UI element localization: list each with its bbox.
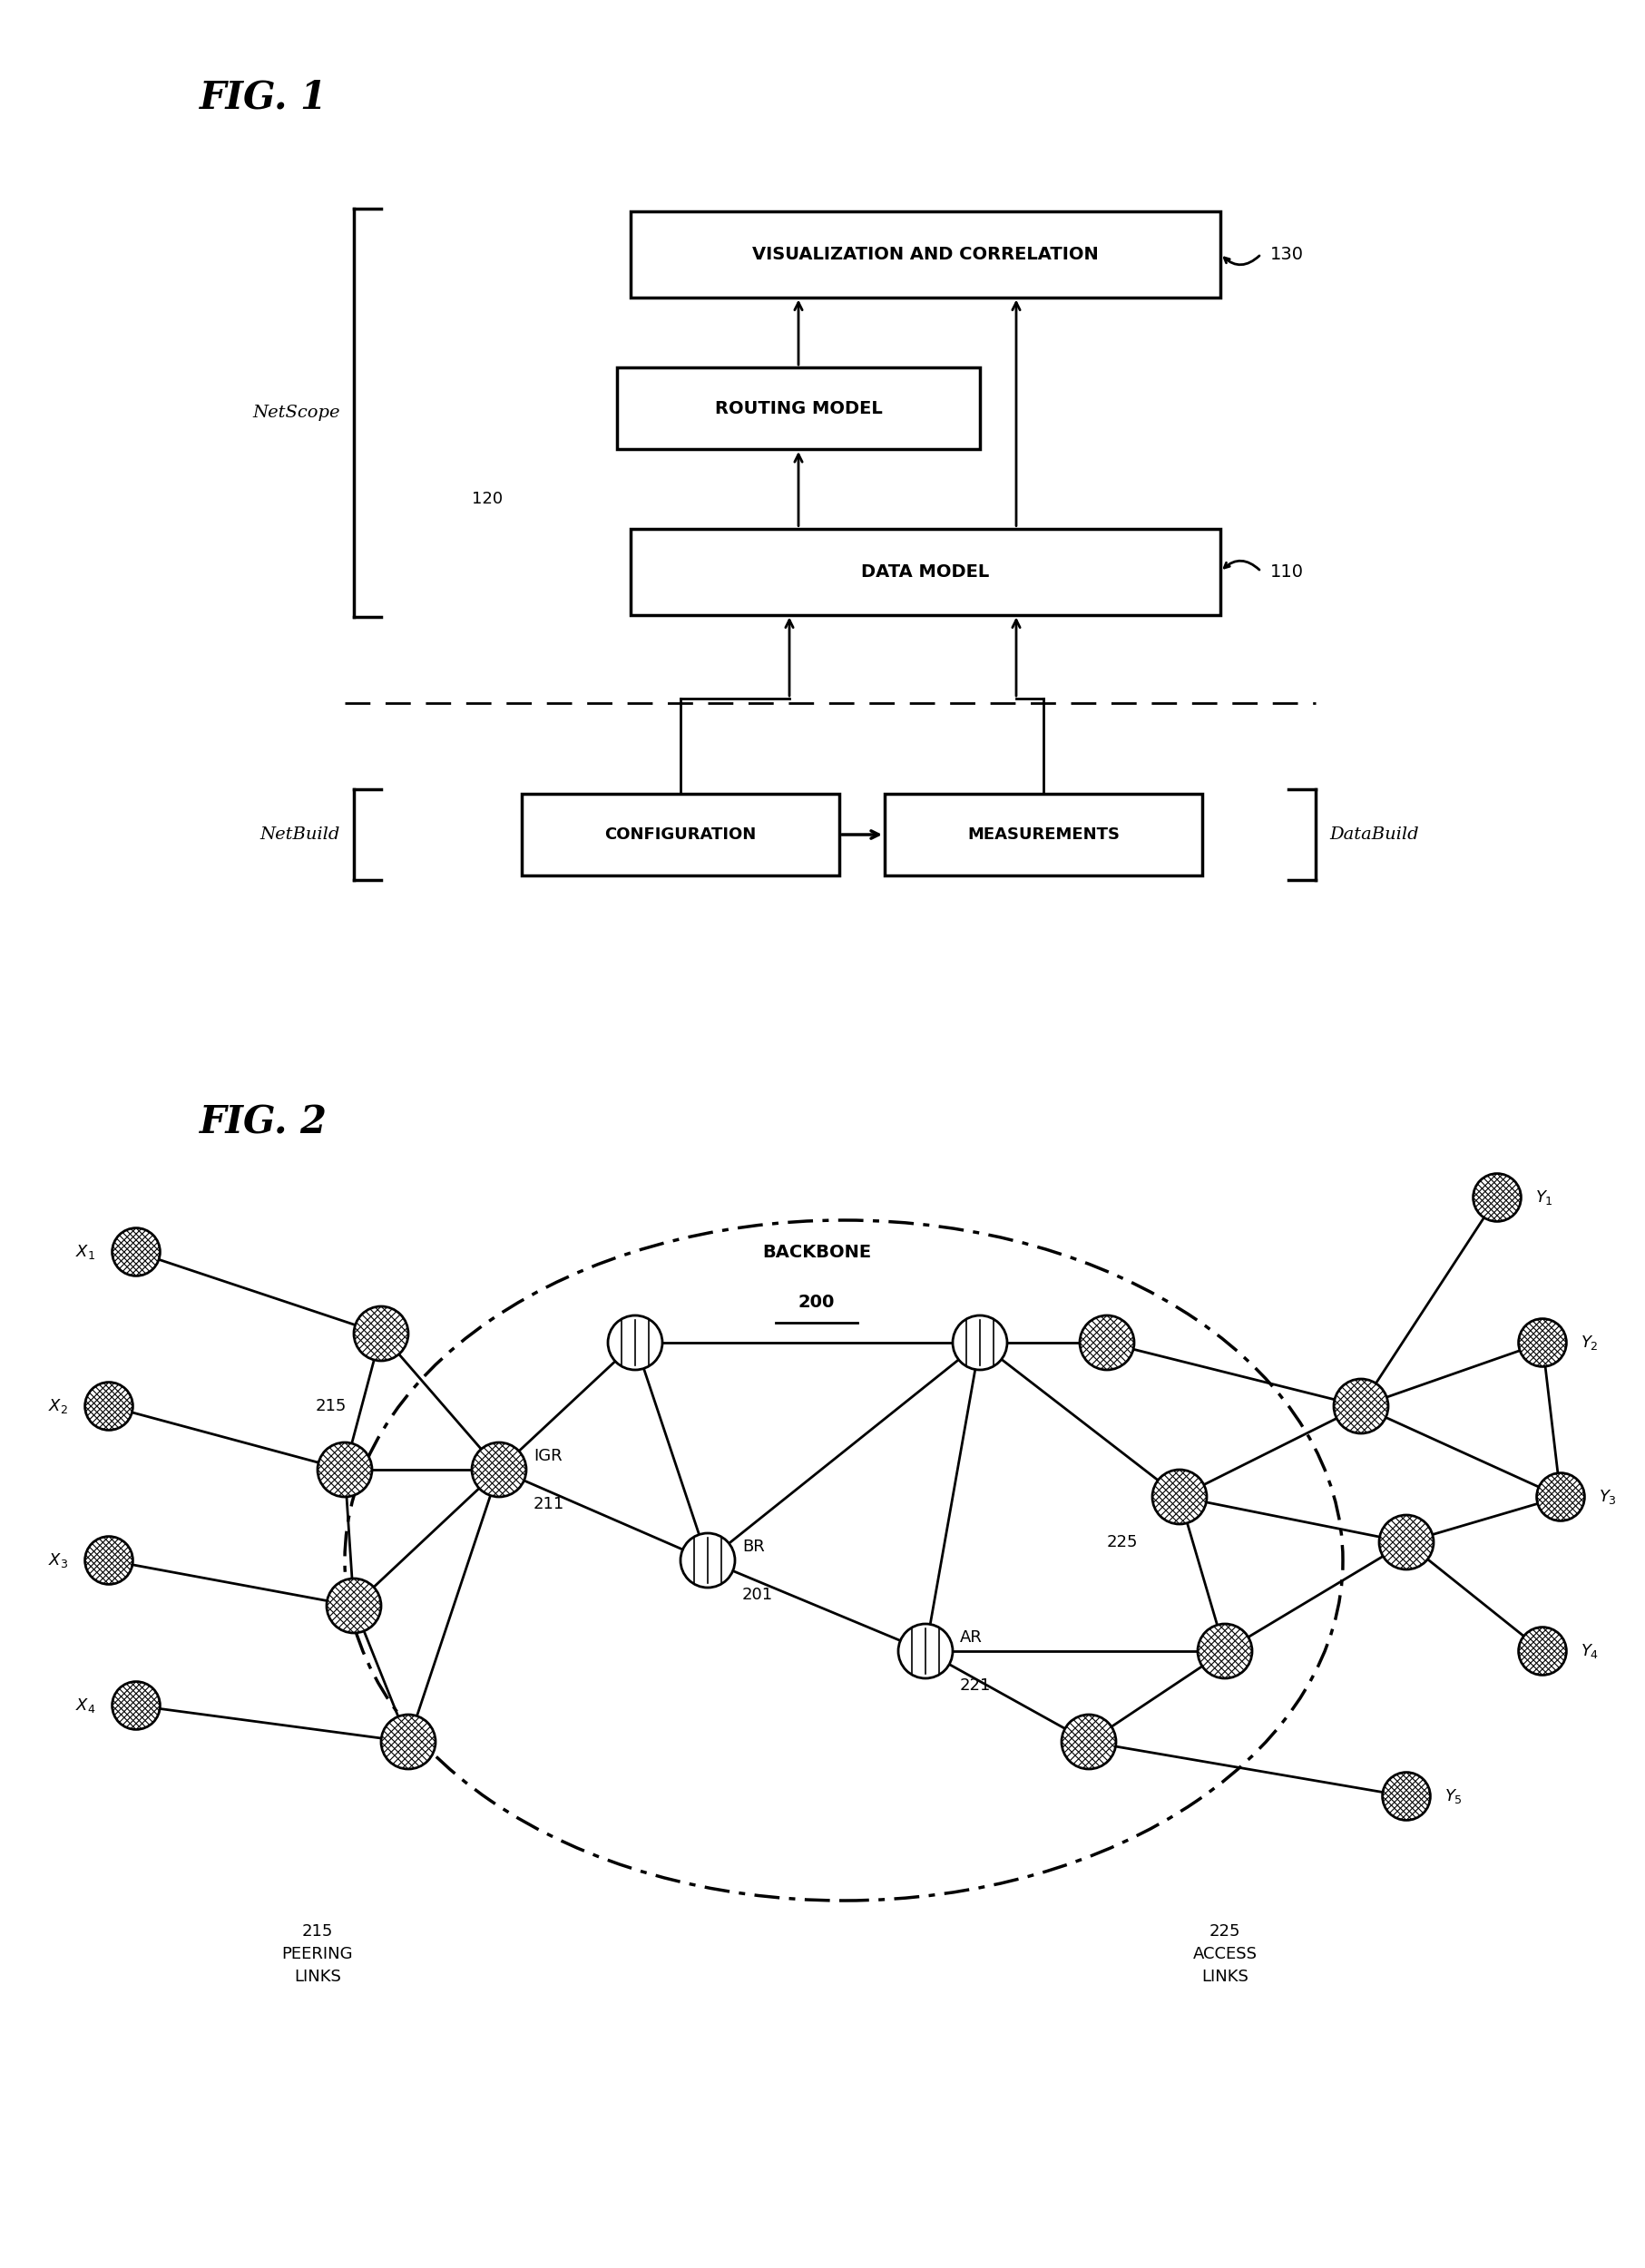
Circle shape <box>1536 1472 1584 1522</box>
Text: 200: 200 <box>798 1293 836 1311</box>
Text: 215
PEERING
LINKS: 215 PEERING LINKS <box>281 1923 354 1984</box>
Text: ROUTING MODEL: ROUTING MODEL <box>714 399 882 417</box>
Circle shape <box>1151 1470 1207 1524</box>
Circle shape <box>1379 1515 1433 1569</box>
Text: $Y_1$: $Y_1$ <box>1535 1188 1553 1207</box>
Text: IGR: IGR <box>533 1447 563 1465</box>
Circle shape <box>112 1681 160 1730</box>
Text: $X_3$: $X_3$ <box>48 1551 67 1569</box>
Text: DataBuild: DataBuild <box>1329 826 1418 844</box>
Circle shape <box>1518 1626 1566 1676</box>
Text: $Y_2$: $Y_2$ <box>1581 1334 1599 1352</box>
Text: $X_1$: $X_1$ <box>76 1243 95 1261</box>
Circle shape <box>609 1315 663 1370</box>
Circle shape <box>1198 1624 1252 1678</box>
Text: DATA MODEL: DATA MODEL <box>862 562 990 581</box>
Circle shape <box>1334 1379 1388 1433</box>
Text: FIG. 2: FIG. 2 <box>199 1105 327 1143</box>
Circle shape <box>1518 1318 1566 1368</box>
Circle shape <box>472 1442 526 1497</box>
Text: 201: 201 <box>742 1588 773 1603</box>
Circle shape <box>327 1579 382 1633</box>
Circle shape <box>1079 1315 1133 1370</box>
Bar <box>630 528 1221 615</box>
Text: 130: 130 <box>1270 245 1304 263</box>
Text: 215: 215 <box>316 1397 347 1415</box>
Circle shape <box>317 1442 372 1497</box>
Bar <box>617 367 980 449</box>
Text: 110: 110 <box>1270 562 1304 581</box>
Circle shape <box>112 1227 160 1277</box>
Text: MEASUREMENTS: MEASUREMENTS <box>967 826 1120 844</box>
Text: NetBuild: NetBuild <box>260 826 341 844</box>
Circle shape <box>382 1715 436 1769</box>
Text: BR: BR <box>742 1538 765 1556</box>
Text: 225
ACCESS
LINKS: 225 ACCESS LINKS <box>1193 1923 1257 1984</box>
Text: NetScope: NetScope <box>253 404 341 422</box>
Text: $Y_5$: $Y_5$ <box>1444 1787 1462 1805</box>
Text: $Y_4$: $Y_4$ <box>1581 1642 1599 1660</box>
Text: 221: 221 <box>961 1678 992 1694</box>
Text: 225: 225 <box>1107 1533 1138 1551</box>
Text: FIG. 1: FIG. 1 <box>199 79 327 118</box>
Circle shape <box>681 1533 735 1588</box>
Circle shape <box>1061 1715 1115 1769</box>
Circle shape <box>1474 1173 1522 1222</box>
Bar <box>885 794 1202 875</box>
Circle shape <box>898 1624 952 1678</box>
Text: $Y_3$: $Y_3$ <box>1599 1488 1617 1506</box>
Circle shape <box>1382 1771 1430 1821</box>
Bar <box>521 794 839 875</box>
Text: BACKBONE: BACKBONE <box>762 1243 872 1261</box>
Text: 211: 211 <box>533 1497 564 1513</box>
Bar <box>630 211 1221 297</box>
Text: CONFIGURATION: CONFIGURATION <box>605 826 757 844</box>
Text: $X_2$: $X_2$ <box>48 1397 67 1415</box>
Circle shape <box>86 1381 133 1431</box>
Circle shape <box>952 1315 1007 1370</box>
Circle shape <box>86 1535 133 1585</box>
Circle shape <box>354 1306 408 1361</box>
Text: 120: 120 <box>472 490 503 508</box>
Text: $X_4$: $X_4$ <box>76 1696 95 1715</box>
Text: VISUALIZATION AND CORRELATION: VISUALIZATION AND CORRELATION <box>752 245 1099 263</box>
Text: AR: AR <box>961 1628 982 1647</box>
